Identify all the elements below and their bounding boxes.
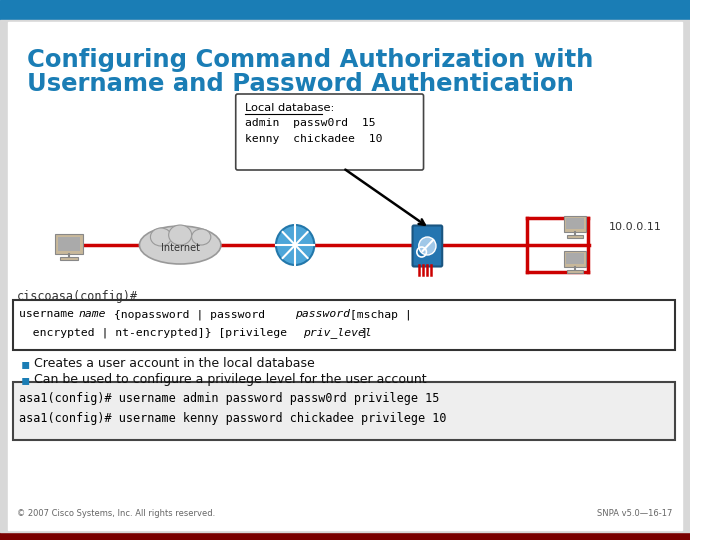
Bar [0, 0, 690, 20]
Text: asa1(config)# username kenny password chickadee privilege 10: asa1(config)# username kenny password ch… [19, 412, 446, 425]
Ellipse shape [168, 225, 192, 245]
Text: Can be used to configure a privilege level for the user account: Can be used to configure a privilege lev… [35, 373, 427, 386]
Text: priv_level: priv_level [303, 327, 372, 338]
Text: asa1(config)# username admin password passw0rd privilege 15: asa1(config)# username admin password pa… [19, 392, 439, 405]
Text: 10.0.0.11: 10.0.0.11 [608, 222, 662, 232]
Bar [566, 218, 584, 229]
Text: password: password [295, 309, 350, 319]
Text: Local database:: Local database: [246, 103, 335, 113]
Ellipse shape [150, 228, 171, 246]
FancyBboxPatch shape [14, 382, 675, 440]
FancyBboxPatch shape [14, 300, 675, 350]
Bar [567, 235, 582, 238]
Text: [mschap |: [mschap | [343, 309, 412, 320]
Bar [60, 257, 78, 260]
Text: Creates a user account in the local database: Creates a user account in the local data… [35, 357, 315, 370]
Bar [58, 238, 80, 251]
Bar [567, 270, 582, 273]
Text: {nopassword | password: {nopassword | password [107, 309, 272, 320]
Text: Internet: Internet [161, 243, 199, 253]
Ellipse shape [140, 226, 221, 264]
Bar [55, 234, 83, 254]
Text: ciscoasa(config)#: ciscoasa(config)# [17, 290, 138, 303]
Text: ]: ] [360, 327, 367, 337]
Ellipse shape [192, 229, 211, 245]
Text: ▪: ▪ [21, 357, 30, 371]
Bar [564, 251, 586, 267]
Text: name: name [78, 309, 106, 319]
Circle shape [419, 237, 436, 255]
Circle shape [276, 225, 315, 265]
Text: Configuring Command Authorization with: Configuring Command Authorization with [27, 48, 593, 72]
FancyBboxPatch shape [413, 226, 442, 267]
Text: © 2007 Cisco Systems, Inc. All rights reserved.: © 2007 Cisco Systems, Inc. All rights re… [17, 509, 215, 518]
Bar [564, 216, 586, 232]
FancyBboxPatch shape [235, 94, 423, 170]
Text: kenny  chickadee  10: kenny chickadee 10 [246, 134, 383, 144]
Text: admin  passw0rd  15: admin passw0rd 15 [246, 118, 376, 128]
Bar [566, 253, 584, 264]
Text: Username and Password Authentication: Username and Password Authentication [27, 72, 574, 96]
Text: username: username [19, 309, 81, 319]
Text: ▪: ▪ [21, 373, 30, 387]
Text: encrypted | nt-encrypted]} [privilege: encrypted | nt-encrypted]} [privilege [19, 327, 294, 338]
Text: SNPA v5.0—16-17: SNPA v5.0—16-17 [598, 509, 672, 518]
Bar [0, 532, 690, 540]
